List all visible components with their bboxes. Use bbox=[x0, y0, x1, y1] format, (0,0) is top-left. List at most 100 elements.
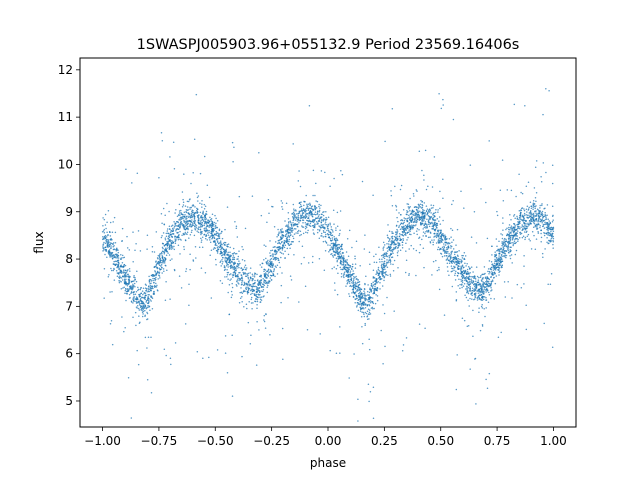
data-point bbox=[382, 254, 385, 256]
data-point bbox=[329, 237, 332, 240]
data-point bbox=[354, 255, 356, 257]
data-point bbox=[518, 236, 521, 239]
data-point bbox=[419, 244, 422, 246]
data-point bbox=[298, 220, 300, 222]
data-point bbox=[426, 229, 428, 232]
data-point bbox=[223, 253, 225, 255]
data-point bbox=[382, 268, 384, 271]
data-point bbox=[503, 281, 506, 283]
data-point bbox=[311, 224, 314, 227]
data-point bbox=[368, 296, 370, 299]
data-point bbox=[431, 221, 433, 224]
data-point bbox=[214, 226, 216, 228]
data-point bbox=[520, 191, 522, 194]
data-point bbox=[435, 235, 437, 237]
data-point bbox=[164, 214, 166, 217]
data-point bbox=[339, 266, 342, 269]
data-point bbox=[535, 227, 538, 229]
data-point bbox=[367, 313, 370, 315]
data-point bbox=[388, 240, 390, 243]
data-point bbox=[333, 244, 336, 247]
data-point bbox=[455, 251, 457, 253]
data-point bbox=[513, 230, 516, 233]
data-point bbox=[224, 256, 227, 259]
data-point bbox=[158, 254, 161, 257]
data-point bbox=[391, 239, 393, 242]
data-point bbox=[427, 185, 429, 187]
data-point bbox=[203, 214, 206, 216]
data-point bbox=[420, 217, 423, 220]
data-point bbox=[396, 228, 398, 231]
data-point bbox=[404, 224, 407, 227]
data-point bbox=[234, 275, 237, 278]
data-point bbox=[348, 295, 351, 298]
data-point bbox=[498, 250, 501, 252]
data-point bbox=[226, 273, 229, 276]
data-point bbox=[108, 273, 110, 276]
data-point bbox=[177, 244, 180, 246]
data-point bbox=[482, 273, 484, 276]
data-point bbox=[476, 299, 479, 301]
data-point bbox=[102, 243, 105, 245]
data-point bbox=[163, 270, 165, 272]
data-point bbox=[450, 236, 452, 238]
data-point bbox=[147, 304, 149, 307]
data-point bbox=[405, 213, 408, 215]
data-point bbox=[416, 228, 419, 230]
data-point bbox=[135, 300, 137, 303]
data-point bbox=[341, 260, 343, 263]
data-point bbox=[283, 246, 286, 249]
data-point bbox=[292, 221, 294, 224]
data-point bbox=[498, 255, 500, 257]
data-point bbox=[372, 194, 374, 196]
data-point bbox=[369, 287, 371, 289]
data-point bbox=[387, 274, 389, 276]
data-point bbox=[312, 229, 314, 231]
data-point bbox=[423, 209, 425, 212]
data-point bbox=[219, 244, 222, 247]
data-point bbox=[289, 243, 292, 246]
data-point bbox=[117, 267, 120, 269]
data-point bbox=[471, 287, 474, 290]
data-point bbox=[393, 259, 396, 262]
data-point bbox=[455, 264, 457, 266]
data-point bbox=[132, 291, 135, 293]
data-point bbox=[240, 287, 242, 289]
data-point bbox=[125, 269, 127, 272]
data-point bbox=[393, 242, 396, 244]
data-point bbox=[139, 287, 142, 289]
data-point bbox=[112, 248, 115, 251]
data-point bbox=[339, 259, 342, 262]
data-point bbox=[357, 420, 359, 422]
data-point bbox=[455, 299, 458, 302]
data-point bbox=[552, 239, 554, 242]
data-point bbox=[139, 250, 142, 252]
data-point bbox=[263, 244, 265, 246]
data-point bbox=[162, 243, 164, 245]
data-point bbox=[211, 213, 214, 216]
data-point bbox=[108, 243, 111, 246]
data-point bbox=[168, 254, 171, 256]
data-point bbox=[318, 214, 320, 216]
data-point bbox=[543, 322, 545, 325]
data-point bbox=[436, 232, 438, 235]
data-point bbox=[519, 231, 522, 234]
data-point bbox=[440, 107, 443, 110]
data-point bbox=[263, 281, 265, 284]
data-point bbox=[401, 241, 404, 244]
data-point bbox=[166, 269, 168, 271]
data-point bbox=[142, 287, 145, 290]
data-point bbox=[203, 234, 205, 236]
data-point bbox=[493, 262, 496, 264]
data-point bbox=[452, 258, 454, 261]
data-point bbox=[340, 169, 342, 172]
data-point bbox=[298, 301, 300, 303]
data-point bbox=[472, 309, 474, 312]
data-point bbox=[359, 287, 361, 290]
data-point bbox=[197, 226, 200, 228]
data-point bbox=[414, 212, 417, 214]
data-point bbox=[165, 280, 167, 283]
data-point bbox=[266, 270, 269, 273]
data-point bbox=[216, 238, 218, 240]
